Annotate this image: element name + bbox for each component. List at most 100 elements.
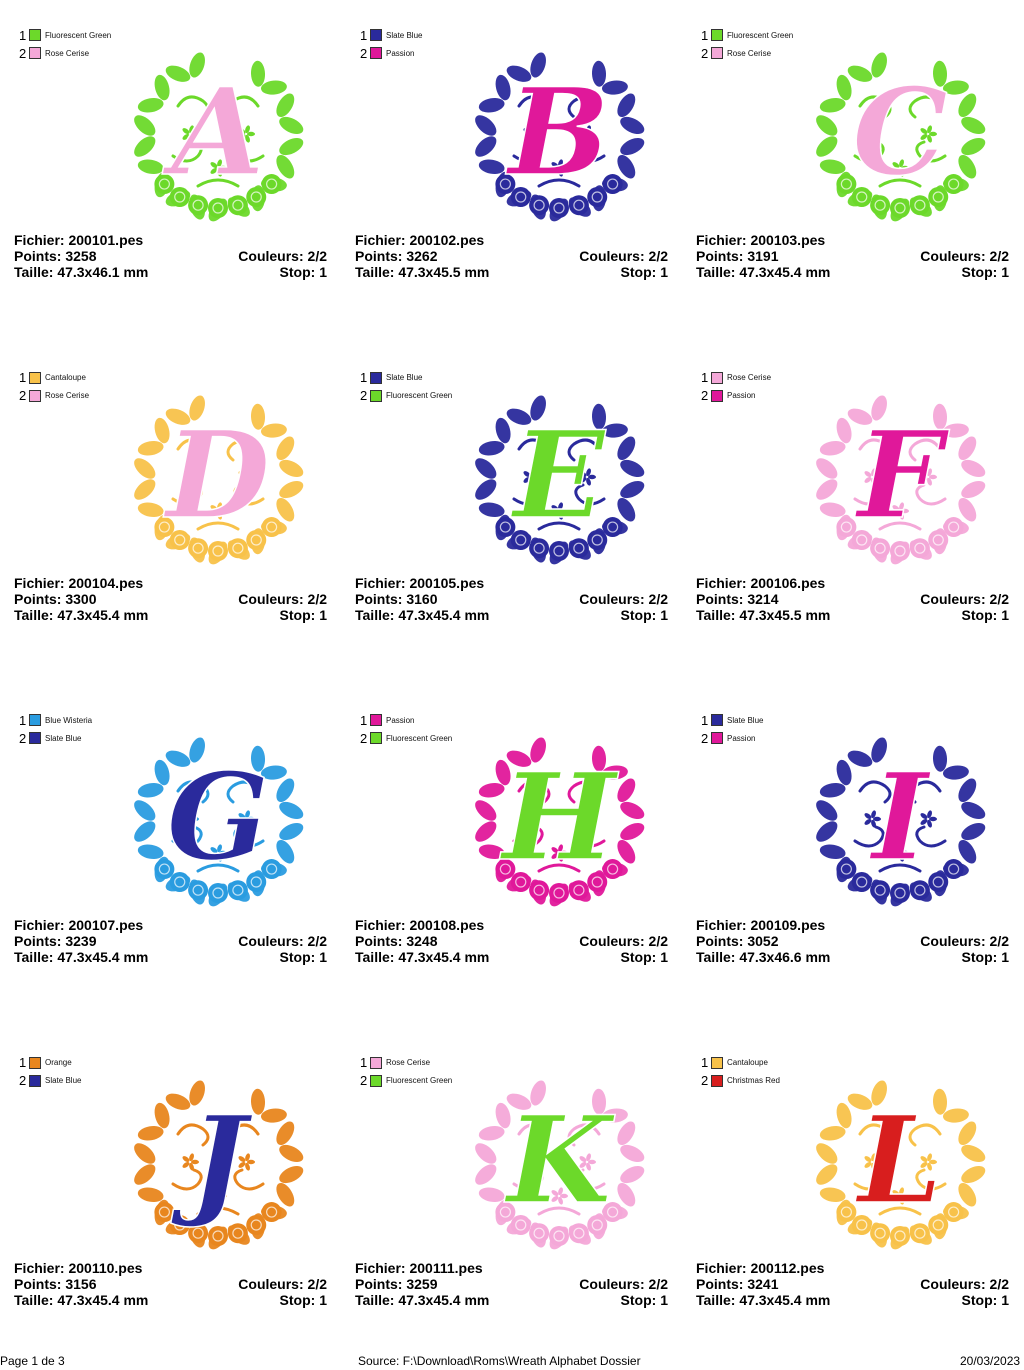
- thread-number: 1: [19, 1055, 27, 1070]
- file-name: Fichier: 200109.pes: [696, 917, 825, 933]
- thread-number: 1: [701, 27, 709, 43]
- monogram-letter: A: [161, 62, 264, 203]
- monogram-letter: J: [171, 1090, 254, 1231]
- thread-name: Blue Wisteria: [45, 715, 93, 725]
- design-size-value: 47.3x45.4 mm: [398, 1291, 490, 1308]
- design-size: Taille: 47.3x45.5 mm: [696, 607, 830, 623]
- stop-count: Stop: 1: [621, 949, 668, 965]
- stop-count-label: Stop:: [620, 264, 657, 280]
- color-count-label: Couleurs:: [579, 248, 645, 264]
- thread-color-swatch: [711, 714, 723, 726]
- design-size-value: 47.3x45.4 mm: [57, 949, 149, 965]
- design-size: Taille: 47.3x45.4 mm: [355, 1292, 489, 1308]
- design-size: Taille: 47.3x45.5 mm: [355, 264, 489, 280]
- thread-color-swatch: [711, 371, 723, 384]
- stop-count: Stop: 1: [621, 607, 668, 623]
- thread-row: 1 Rose Cerise: [360, 1054, 452, 1072]
- design-card: 1 Cantaloupe 2 Christmas Red L Fichier: 20011…: [682, 1028, 1023, 1370]
- monogram-letter: C: [852, 62, 948, 203]
- embroidery-monogram-image: G: [134, 737, 304, 907]
- thread-legend: 1 Slate Blue 2 Passion: [360, 26, 422, 62]
- thread-row: 2 Passion: [360, 44, 422, 62]
- thread-color-swatch: [29, 732, 41, 744]
- info-row: Fichier: 200106.pes: [696, 575, 1009, 591]
- color-count: Couleurs: 2/2: [579, 248, 668, 264]
- thread-number: 1: [360, 1055, 368, 1070]
- stop-count-value: 1: [660, 949, 668, 965]
- thread-number: 2: [19, 1073, 27, 1088]
- design-size-label: Taille:: [355, 949, 395, 965]
- info-row: Fichier: 200111.pes: [355, 1260, 668, 1276]
- file-name-value: 200111.pes: [409, 1259, 483, 1276]
- file-name-value: 200101.pes: [68, 232, 144, 248]
- thread-number: 1: [701, 712, 709, 728]
- stop-count-label: Stop:: [961, 264, 998, 280]
- thread-row: 1 Blue Wisteria: [19, 711, 92, 729]
- design-card: 1 Slate Blue 2 Fluorescent Green E Fichier: 2…: [341, 343, 682, 685]
- thread-number: 2: [360, 45, 368, 61]
- thread-name: Cantaloupe: [727, 1058, 768, 1067]
- design-info: Fichier: 200108.pes Points: 3248 Couleurs:…: [355, 917, 668, 965]
- color-count-label: Couleurs:: [238, 1275, 304, 1292]
- thread-row: 1 Slate Blue: [360, 26, 422, 44]
- stop-count-label: Stop:: [279, 606, 316, 623]
- thread-name: Fluorescent Green: [386, 1076, 453, 1085]
- file-name: Fichier: 200108.pes: [355, 917, 484, 933]
- thread-color-swatch: [370, 29, 382, 41]
- color-count: Couleurs: 2/2: [920, 933, 1009, 949]
- design-info: Fichier: 200106.pes Points: 3214 Couleurs:…: [696, 575, 1009, 623]
- thread-row: 1 Slate Blue: [360, 369, 452, 387]
- thread-number: 2: [19, 388, 27, 403]
- thread-row: 1 Fluorescent Green: [701, 26, 793, 44]
- design-card: 1 Blue Wisteria 2 Slate Blue G Fichier: 20010…: [0, 685, 341, 1027]
- thread-row: 1 Cantaloupe: [19, 369, 89, 387]
- thread-row: 2 Rose Cerise: [19, 44, 111, 62]
- color-count: Couleurs: 2/2: [920, 591, 1009, 607]
- thread-color-swatch: [370, 714, 382, 726]
- thread-row: 1 Cantaloupe: [701, 1054, 780, 1072]
- stitch-count: Points: 3241: [696, 1276, 779, 1292]
- color-count-value: 2/2: [989, 590, 1009, 607]
- color-count: Couleurs: 2/2: [920, 248, 1009, 264]
- thread-color-swatch: [711, 732, 723, 744]
- stop-count: Stop: 1: [962, 949, 1009, 965]
- design-size-value: 47.3x45.4 mm: [57, 1291, 149, 1308]
- info-row: Points: 3259 Couleurs: 2/2: [355, 1276, 668, 1292]
- design-card: 1 Fluorescent Green 2 Rose Cerise C Fichier: …: [682, 0, 1023, 342]
- stop-count-value: 1: [319, 1291, 327, 1308]
- color-count-label: Couleurs:: [920, 933, 986, 949]
- design-info: Fichier: 200102.pes Points: 3262 Couleurs:…: [355, 232, 668, 280]
- file-name-label: Fichier:: [14, 917, 65, 933]
- file-name: Fichier: 200105.pes: [355, 575, 484, 591]
- design-size-value: 47.3x46.1 mm: [57, 264, 149, 280]
- stop-count-value: 1: [660, 606, 668, 623]
- stop-count-value: 1: [319, 606, 327, 623]
- design-info: Fichier: 200101.pes Points: 3258 Couleurs:…: [14, 232, 327, 280]
- thread-color-swatch: [29, 714, 41, 726]
- design-size: Taille: 47.3x45.4 mm: [14, 949, 148, 965]
- design-size-value: 47.3x45.5 mm: [398, 264, 490, 280]
- stop-count-value: 1: [1001, 949, 1009, 965]
- thread-number: 1: [360, 370, 368, 385]
- color-count-label: Couleurs:: [238, 248, 304, 264]
- thread-legend: 1 Passion 2 Fluorescent Green: [360, 711, 452, 747]
- embroidery-monogram-image: H: [475, 737, 645, 907]
- color-count-value: 2/2: [307, 590, 327, 607]
- stop-count-label: Stop:: [961, 1291, 998, 1308]
- color-count: Couleurs: 2/2: [920, 1276, 1009, 1292]
- thread-number: 2: [360, 1073, 368, 1088]
- info-row: Fichier: 200109.pes: [696, 917, 1009, 933]
- design-size-label: Taille:: [696, 949, 736, 965]
- stitch-count-value: 3248: [406, 933, 438, 949]
- stop-count-label: Stop:: [961, 949, 998, 965]
- thread-legend: 1 Orange 2 Slate Blue: [19, 1054, 81, 1090]
- design-size-value: 47.3x46.6 mm: [739, 949, 831, 965]
- color-count-label: Couleurs:: [238, 590, 304, 607]
- thread-number: 2: [701, 1073, 709, 1088]
- thread-color-swatch: [711, 47, 723, 59]
- design-info: Fichier: 200104.pes Points: 3300 Couleurs:…: [14, 575, 327, 623]
- design-size-label: Taille:: [14, 264, 54, 280]
- file-name: Fichier: 200107.pes: [14, 917, 143, 933]
- embroidery-monogram-image: C: [816, 52, 986, 222]
- design-size: Taille: 47.3x45.4 mm: [355, 607, 489, 623]
